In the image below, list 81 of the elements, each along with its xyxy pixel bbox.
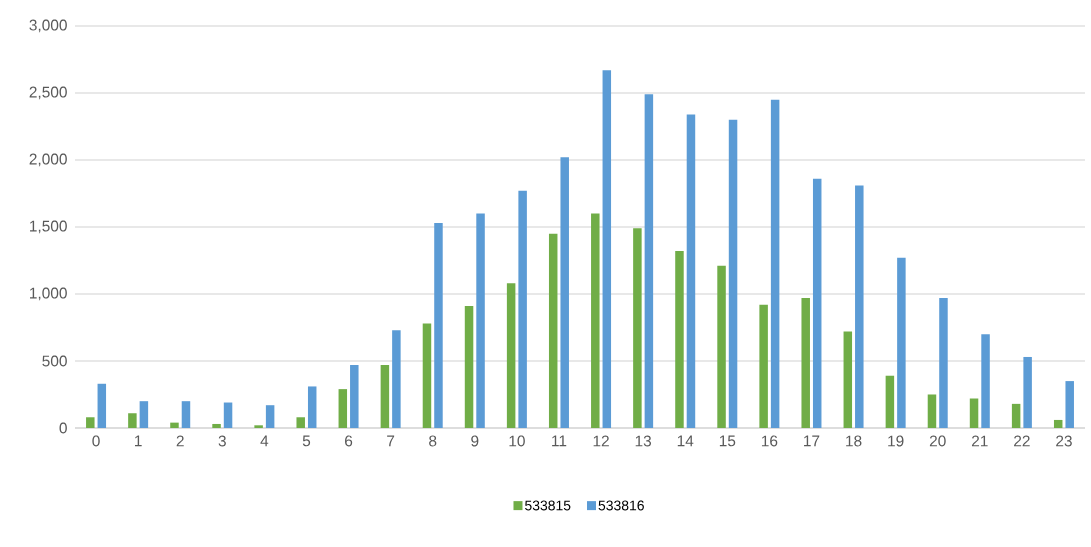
x-tick-label: 5 [302, 435, 311, 447]
bar [969, 398, 979, 428]
bar [434, 222, 443, 428]
bar [223, 402, 233, 428]
x-tick-label: 3 [218, 435, 226, 447]
bar [759, 304, 768, 428]
bar [728, 119, 738, 428]
bar [181, 401, 191, 428]
bar [927, 394, 937, 428]
x-tick-label: 9 [471, 435, 479, 447]
x-tick-label: 8 [429, 435, 437, 447]
bar [855, 185, 864, 428]
y-tick-label: 1,000 [30, 287, 67, 301]
x-tick-label: 12 [593, 435, 609, 447]
bar [939, 298, 948, 428]
bar [897, 257, 906, 428]
bar [139, 401, 149, 428]
bar [422, 323, 432, 428]
bar [170, 422, 179, 428]
bar [560, 157, 569, 428]
bar [506, 283, 516, 428]
bar [392, 330, 401, 428]
bar [1053, 419, 1063, 428]
bar [644, 94, 654, 428]
x-tick-label: 13 [635, 435, 652, 447]
bar [338, 389, 348, 428]
y-tick-label: 1,500 [30, 220, 67, 234]
bar [212, 423, 221, 428]
x-tick-label: 2 [176, 435, 184, 447]
bar [265, 405, 275, 428]
bar [591, 213, 600, 428]
x-tick-label: 7 [387, 435, 395, 447]
legend-label: 533815 [525, 500, 571, 511]
bar [476, 213, 485, 428]
bar [86, 417, 95, 428]
y-tick-label: 2,500 [29, 86, 67, 100]
x-tick-label: 22 [1014, 435, 1030, 447]
bar [307, 386, 317, 428]
x-tick-label: 14 [677, 435, 694, 447]
bar [633, 228, 642, 428]
bar [981, 334, 990, 428]
x-tick-label: 17 [804, 435, 820, 447]
x-tick-label: 18 [846, 435, 862, 447]
y-tick-label: 500 [42, 355, 67, 367]
y-tick-label: 3,000 [29, 19, 67, 33]
bar [380, 365, 390, 428]
bar [812, 178, 822, 428]
bar [843, 331, 853, 428]
bar [675, 251, 684, 428]
bar [350, 365, 359, 428]
bar [254, 425, 263, 428]
bar [602, 70, 612, 428]
bar [1011, 403, 1021, 428]
bar [296, 417, 305, 428]
bar [464, 306, 474, 428]
x-tick-label: 21 [971, 435, 988, 447]
x-tick-label: 4 [260, 435, 269, 447]
bar [686, 114, 696, 428]
x-tick-label: 23 [1056, 435, 1072, 447]
bar [770, 99, 780, 428]
x-tick-label: 11 [552, 435, 567, 447]
x-tick-label: 16 [761, 435, 778, 447]
bar [1065, 381, 1074, 428]
x-tick-label: 1 [135, 435, 142, 447]
legend-label: 533816 [598, 500, 644, 511]
bar [128, 413, 137, 428]
x-tick-label: 0 [92, 435, 100, 447]
bar [518, 190, 527, 428]
bar [548, 233, 558, 428]
x-tick-label: 6 [345, 435, 353, 447]
x-tick-label: 20 [929, 435, 946, 447]
y-tick-label: 0 [59, 422, 67, 434]
x-tick-label: 10 [509, 435, 525, 447]
bar [885, 375, 895, 428]
bar [717, 265, 726, 428]
y-tick-label: 2,000 [29, 153, 67, 167]
bar [97, 383, 107, 428]
bar [1023, 356, 1032, 428]
x-tick-label: 19 [888, 435, 904, 447]
bar [801, 298, 810, 428]
x-tick-label: 15 [719, 435, 736, 447]
